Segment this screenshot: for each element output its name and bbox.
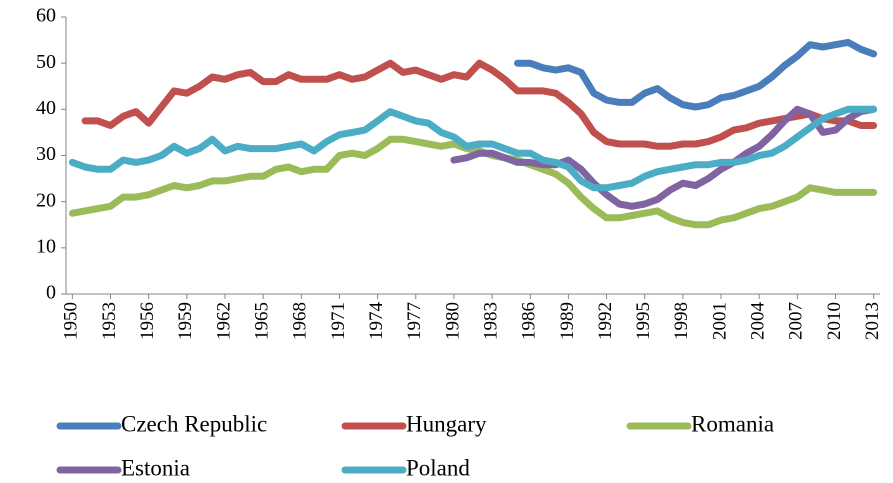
- x-tick-label: 2010: [824, 302, 845, 340]
- x-tick-label: 1956: [137, 302, 158, 340]
- x-tick-label: 1974: [366, 302, 387, 341]
- x-tick-label: 1953: [99, 302, 120, 340]
- legend-label: Poland: [406, 455, 470, 480]
- y-tick-label: 40: [36, 97, 56, 119]
- x-tick-label: 1959: [175, 302, 196, 340]
- x-tick-label: 1992: [595, 302, 616, 340]
- legend-label: Romania: [691, 411, 774, 436]
- y-tick-label: 0: [46, 282, 56, 304]
- legend-label: Hungary: [406, 411, 487, 436]
- series-line: [68, 105, 878, 192]
- x-tick-label: 1977: [404, 302, 425, 340]
- x-tick-label: 2013: [862, 302, 883, 340]
- y-tick-label: 60: [36, 5, 56, 27]
- series-line: [514, 38, 878, 111]
- y-tick-label: 30: [36, 143, 56, 165]
- x-tick-label: 1962: [213, 302, 234, 340]
- x-tick-label: 1998: [671, 302, 692, 340]
- y-tick-label: 20: [36, 189, 56, 211]
- x-tick-label: 2007: [786, 302, 807, 340]
- series-line: [68, 135, 878, 229]
- x-tick-label: 1968: [290, 302, 311, 340]
- y-tick-label: 10: [36, 235, 56, 257]
- x-tick-label: 1971: [328, 302, 349, 340]
- x-tick-label: 1989: [557, 302, 578, 340]
- x-tick-label: 1983: [480, 302, 501, 340]
- x-tick-label: 2004: [748, 302, 769, 341]
- x-tick-label: 1965: [252, 302, 273, 340]
- x-tick-label: 2001: [709, 302, 730, 340]
- series-line: [81, 59, 878, 150]
- legend-label: Czech Republic: [121, 411, 267, 436]
- x-tick-label: 1980: [442, 302, 463, 340]
- x-tick-label: 1995: [633, 302, 654, 340]
- x-tick-label: 1950: [61, 302, 82, 340]
- y-tick-label: 50: [36, 51, 56, 73]
- legend-label: Estonia: [121, 455, 190, 480]
- x-tick-label: 1986: [519, 302, 540, 340]
- series-line: [450, 105, 878, 210]
